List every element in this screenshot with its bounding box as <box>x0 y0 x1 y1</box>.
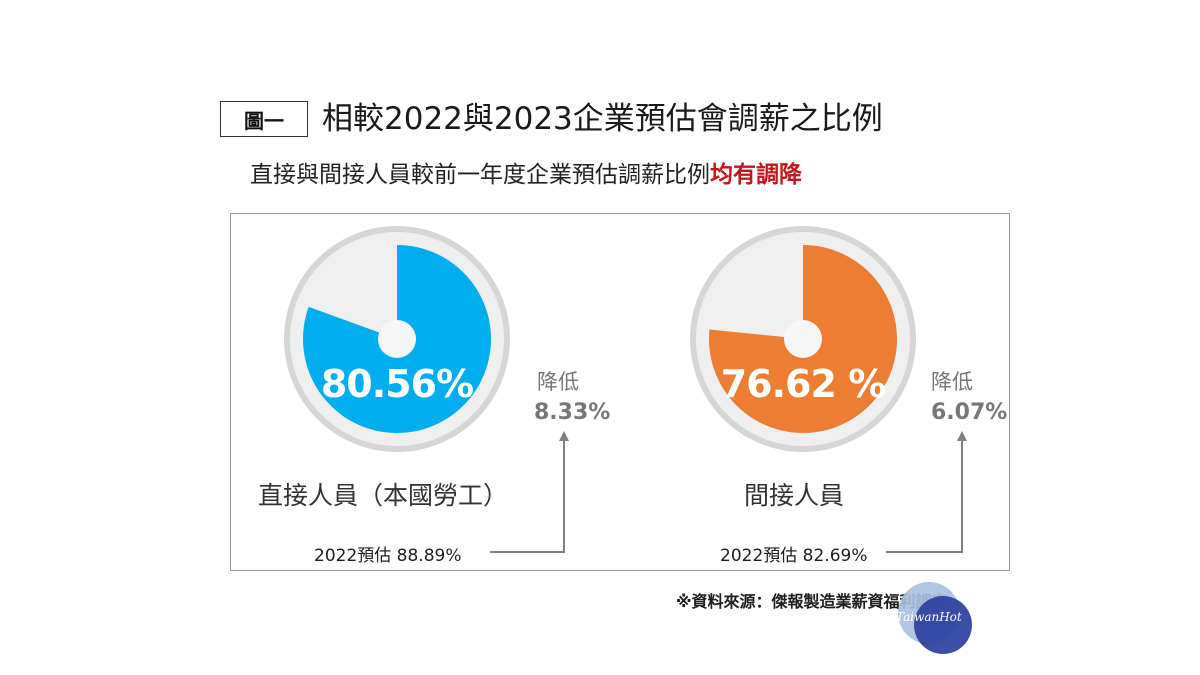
gauge-direct-prev-2022: 2022預估 88.89% <box>314 546 462 566</box>
watermark-logo: TaiwanHot <box>892 582 974 654</box>
watermark-text: TaiwanHot <box>896 610 962 624</box>
gauge-center-hole <box>378 320 416 358</box>
gauge-center-hole <box>784 320 822 358</box>
watermark-circle-dark <box>914 596 972 654</box>
gauge-indirect-label: 間接人員 <box>744 481 845 510</box>
gauge-indirect-value: 76.62 % <box>720 362 887 406</box>
subtitle-main: 直接與間接人員較前一年度企業預估調薪比例 <box>250 162 710 188</box>
gauge-direct <box>284 226 510 452</box>
gauge-indirect <box>690 226 916 452</box>
chart-title: 相較2022與2023企業預估會調薪之比例 <box>322 101 883 137</box>
chart-subtitle: 直接與間接人員較前一年度企業預估調薪比例均有調降 <box>250 158 802 192</box>
gauge-direct-decrease-word: 降低 <box>537 370 579 394</box>
gauge-direct-label: 直接人員（本國勞工） <box>258 481 509 510</box>
figure-tag: 圖一 <box>220 101 308 137</box>
gauge-indirect-decrease-word: 降低 <box>931 370 973 394</box>
gauge-indirect-decrease-value: 6.07% <box>931 400 1008 425</box>
gauge-direct-decrease-value: 8.33% <box>534 400 611 425</box>
gauge-direct-value: 80.56% <box>320 362 474 406</box>
gauge-indirect-prev-2022: 2022預估 82.69% <box>720 546 868 566</box>
subtitle-emphasis: 均有調降 <box>710 162 802 188</box>
source-note: ※資料來源：傑報製造業薪資福利調查 <box>676 592 948 611</box>
